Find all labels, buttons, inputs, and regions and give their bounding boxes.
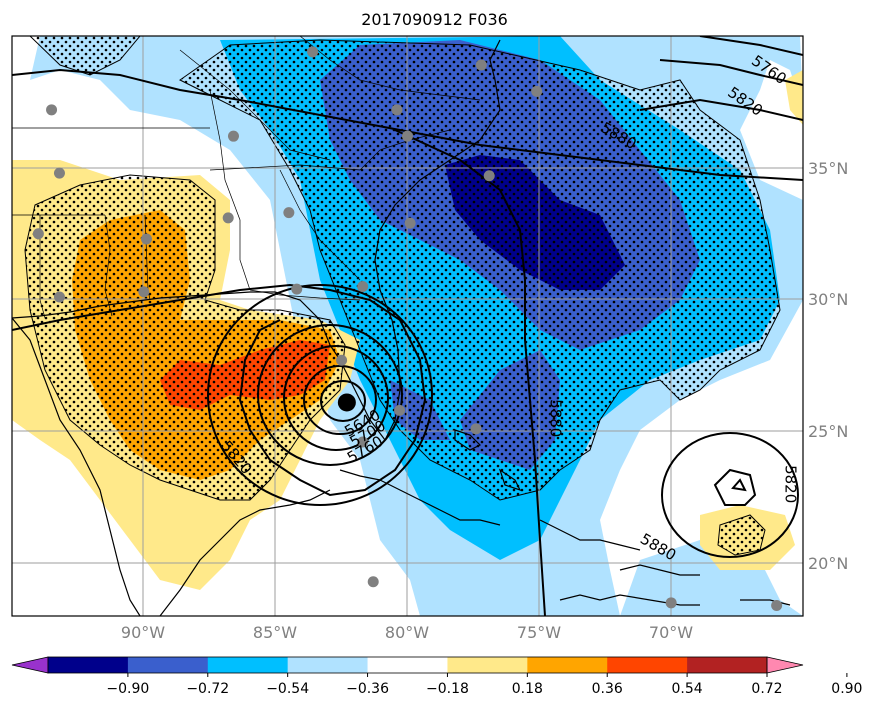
lat-axis-labels: 35°N 30°N 25°N 20°N: [808, 159, 848, 573]
map-frame: [11, 35, 804, 617]
contour-label: 5820: [781, 465, 799, 503]
station-marker: [46, 104, 58, 116]
lat-label: 30°N: [808, 290, 848, 309]
lon-label: 75°W: [517, 623, 561, 642]
colorbar-tick-label: −0.18: [426, 681, 469, 697]
station-marker: [475, 59, 487, 71]
station-marker: [771, 599, 783, 611]
station-marker: [307, 46, 319, 58]
station-marker: [283, 207, 295, 219]
station-marker: [138, 286, 150, 298]
contour-label: 5880: [547, 399, 565, 437]
colorbar-segment: [687, 657, 768, 673]
station-marker: [336, 354, 348, 366]
anomaly-region-lightblue-2: [620, 540, 803, 616]
colorbar-segment: [48, 657, 129, 673]
colorbar-segment: [287, 657, 369, 673]
station-marker: [291, 283, 303, 295]
station-marker: [665, 597, 677, 609]
station-marker: [391, 104, 403, 116]
station-marker: [140, 233, 152, 245]
colorbar-tick-label: 0.90: [831, 681, 862, 697]
lon-axis-labels: 90°W 85°W 80°W 75°W 70°W: [121, 623, 693, 642]
colorbar-tick-label: 0.54: [672, 681, 703, 697]
station-marker: [367, 576, 379, 588]
station-marker: [394, 404, 406, 416]
station-markers: [32, 46, 783, 611]
stipple-northwest: [29, 36, 141, 76]
colorbar: −0.90 −0.72 −0.54 −0.36 −0.18 0.18 0.36 0.54 0.7…: [11, 656, 862, 697]
height-contours: [12, 36, 803, 616]
lat-label: 35°N: [808, 159, 848, 178]
lon-label: 85°W: [253, 623, 297, 642]
station-marker: [357, 436, 369, 448]
station-marker: [32, 228, 44, 240]
colorbar-tick-label: 0.36: [592, 681, 623, 697]
colorbar-segment: [607, 657, 688, 673]
lon-label: 90°W: [121, 623, 165, 642]
state-borders: [12, 36, 481, 319]
colorbar-outline: [47, 656, 768, 674]
colorbar-tick-label: −0.54: [266, 681, 309, 697]
station-marker: [357, 280, 369, 292]
colorbar-tick-label: 0.18: [512, 681, 543, 697]
station-marker: [53, 167, 65, 179]
lat-label: 25°N: [808, 422, 848, 441]
colorbar-segment: [207, 657, 289, 673]
colorbar-segment: [127, 657, 209, 673]
station-marker: [470, 423, 482, 435]
map-title: 2017090912 F036: [361, 10, 508, 29]
station-marker: [53, 291, 65, 303]
station-marker: [402, 130, 413, 142]
colorbar-segment: [527, 657, 608, 673]
colorbar-tick-label: −0.36: [346, 681, 389, 697]
colorbar-extend-high: [766, 656, 804, 674]
colorbar-tick-label: −0.90: [106, 681, 149, 697]
station-marker: [531, 85, 543, 97]
station-marker: [227, 130, 239, 142]
colorbar-segment: [367, 657, 448, 673]
colorbar-tick-label: −0.72: [186, 681, 229, 697]
colorbar-tick-label: 0.72: [751, 681, 782, 697]
station-marker: [222, 212, 234, 224]
colorbar-segment: [447, 657, 528, 673]
station-marker: [404, 217, 416, 229]
colorbar-extend-low: [11, 656, 49, 674]
station-marker: [483, 170, 495, 182]
lon-label: 80°W: [385, 623, 429, 642]
lat-label: 20°N: [808, 554, 848, 573]
lon-label: 70°W: [649, 623, 693, 642]
stipple-east: [179, 39, 781, 501]
storm-center-marker: [337, 393, 356, 412]
